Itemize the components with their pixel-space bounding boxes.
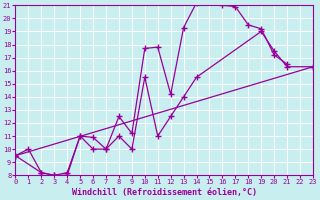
X-axis label: Windchill (Refroidissement éolien,°C): Windchill (Refroidissement éolien,°C) bbox=[72, 188, 257, 197]
